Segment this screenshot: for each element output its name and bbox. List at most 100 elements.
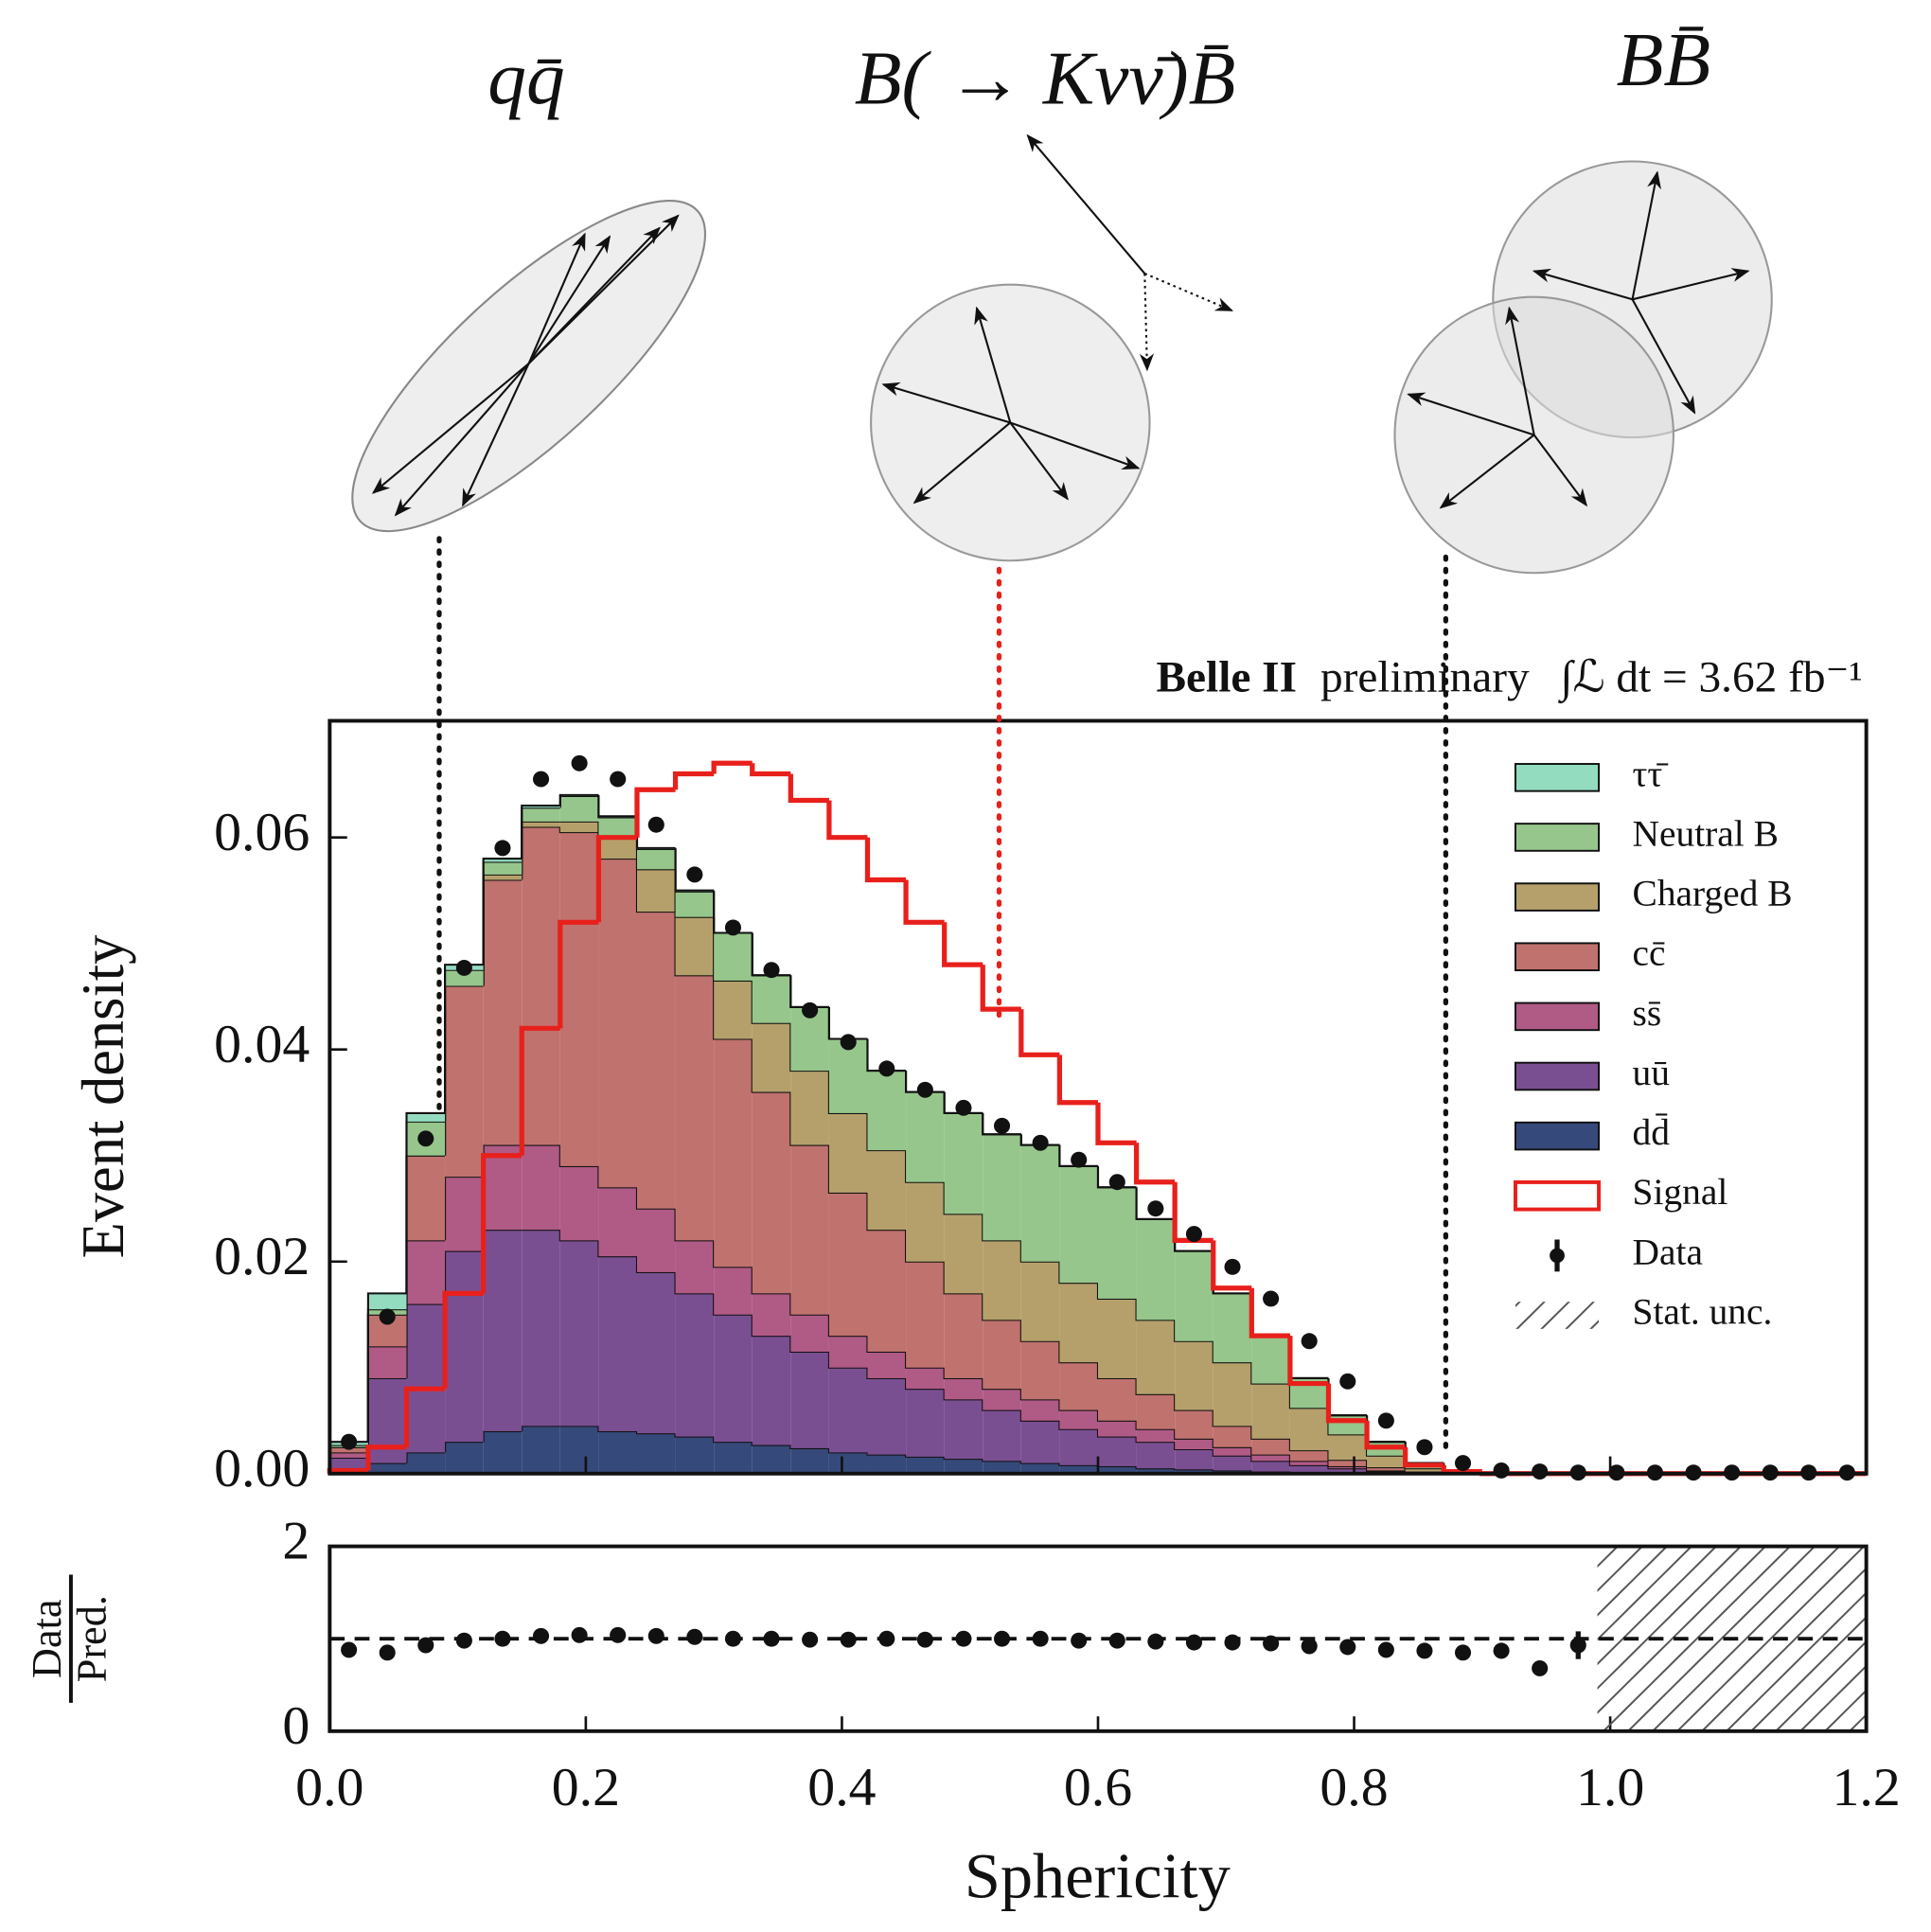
- stack-segment: [559, 1165, 599, 1241]
- segment-edge: [1096, 1283, 1137, 1301]
- stack-segment: [790, 1447, 829, 1474]
- stack-segment: [1251, 1336, 1290, 1384]
- stack-segment: [636, 869, 676, 913]
- stack-segment: [445, 1177, 484, 1251]
- stack-segment: [598, 1256, 637, 1431]
- stack-segment: [1175, 1409, 1214, 1439]
- stack-segment: [1020, 1462, 1060, 1474]
- stack-segment: [522, 1230, 560, 1427]
- signal-step: [481, 1153, 523, 1294]
- stack-segment: [636, 912, 676, 1209]
- signal-step: [750, 763, 791, 777]
- stack-segment: [714, 980, 753, 1039]
- stack-segment: [983, 1409, 1021, 1462]
- stack-segment: [559, 821, 599, 833]
- stack-segment: [406, 1303, 446, 1453]
- stack-segment: [1136, 1468, 1176, 1474]
- segment-edge: [1058, 1144, 1098, 1167]
- data-point: [1032, 1134, 1049, 1151]
- stack-segment: [1059, 1464, 1098, 1474]
- stack-segment: [675, 1436, 715, 1474]
- data-point: [1263, 1290, 1280, 1307]
- stack-segment: [598, 859, 637, 1188]
- stack-segment: [828, 1038, 868, 1113]
- stack-segment: [598, 1430, 637, 1474]
- segment-edge: [1135, 1377, 1176, 1395]
- diagram-qq: [351, 200, 707, 533]
- x-tick-label: 0.0: [295, 1758, 363, 1817]
- stack-segment: [522, 806, 560, 808]
- stack-segment: [598, 817, 637, 838]
- stack-segment: [867, 1071, 907, 1151]
- segment-edge: [751, 932, 791, 977]
- header: Belle II preliminary ∫ℒ dt = 3.62 fb⁻¹: [1157, 653, 1863, 704]
- data-point: [341, 1433, 358, 1450]
- data-point: [1301, 1333, 1318, 1350]
- ratio-point: [1147, 1633, 1164, 1650]
- stack-segment: [1367, 1455, 1406, 1468]
- stack-segment: [1136, 1442, 1176, 1469]
- stack-segment: [906, 1367, 945, 1390]
- signal-step: [1056, 1055, 1098, 1106]
- experiment: Belle II: [1157, 653, 1297, 702]
- stack-segment: [1251, 1438, 1290, 1455]
- stack-segment: [790, 1314, 829, 1352]
- legend-label: dd̄: [1633, 1112, 1671, 1153]
- legend-label: Data: [1633, 1232, 1703, 1273]
- data-point: [455, 960, 472, 976]
- data-point: [1416, 1439, 1433, 1456]
- segment-edge: [521, 805, 560, 860]
- stack-segment: [867, 1150, 907, 1231]
- stack-segment: [944, 1214, 983, 1294]
- stack-segment: [406, 1155, 446, 1241]
- ratio-point: [610, 1626, 627, 1643]
- data-point: [993, 1117, 1011, 1134]
- stack-segment: [1136, 1393, 1176, 1429]
- stack-segment: [752, 1022, 791, 1092]
- stack-segment: [983, 1389, 1021, 1410]
- annotation-qq: qq̄: [487, 36, 564, 121]
- legend-swatch: [1514, 942, 1601, 972]
- signal-step: [980, 965, 1021, 1012]
- stack-segment: [1059, 1283, 1098, 1363]
- ratio-point: [379, 1644, 396, 1661]
- stack-segment: [675, 916, 715, 976]
- ratio-y-tick-label: 2: [282, 1512, 310, 1571]
- ratio-denominator: Pred.: [67, 1595, 115, 1682]
- ratio-point: [1339, 1639, 1356, 1656]
- stack-segment: [906, 1181, 945, 1262]
- data-point: [1339, 1373, 1356, 1390]
- data-point: [1071, 1151, 1088, 1168]
- data-point: [840, 1034, 857, 1051]
- stack-segment: [1289, 1461, 1329, 1465]
- stack-segment: [790, 1351, 829, 1448]
- stack-segment: [752, 975, 791, 1023]
- stack-segment: [522, 821, 560, 827]
- stack-segment: [1328, 1468, 1368, 1473]
- stack-segment: [1059, 1362, 1098, 1410]
- ratio-point: [840, 1631, 857, 1648]
- signal-step: [864, 837, 907, 883]
- legend-swatch: [1514, 823, 1601, 852]
- signal-step: [1095, 1102, 1137, 1145]
- stack-segment: [1097, 1187, 1137, 1299]
- stack-segment: [406, 1452, 446, 1474]
- stack-segment: [598, 837, 637, 860]
- stack-segment: [1059, 1409, 1098, 1429]
- signal-step: [1364, 1420, 1406, 1450]
- legend-label: ττ̄: [1633, 753, 1670, 794]
- x-tick-label: 0.4: [807, 1758, 876, 1817]
- data-point: [610, 771, 627, 788]
- ratio-point: [1108, 1632, 1125, 1649]
- y-tick-label: 0.02: [214, 1227, 310, 1286]
- signal-step: [519, 1025, 560, 1156]
- stack-segment: [944, 1399, 983, 1460]
- stack-segment: [367, 1293, 407, 1310]
- stack-segment: [1213, 1455, 1252, 1471]
- legend-swatch: [1514, 1121, 1601, 1151]
- segment-edge: [674, 847, 715, 892]
- status: preliminary: [1320, 653, 1530, 702]
- data-point: [955, 1099, 972, 1116]
- stack-segment: [522, 826, 560, 1145]
- stack-segment: [867, 1377, 907, 1455]
